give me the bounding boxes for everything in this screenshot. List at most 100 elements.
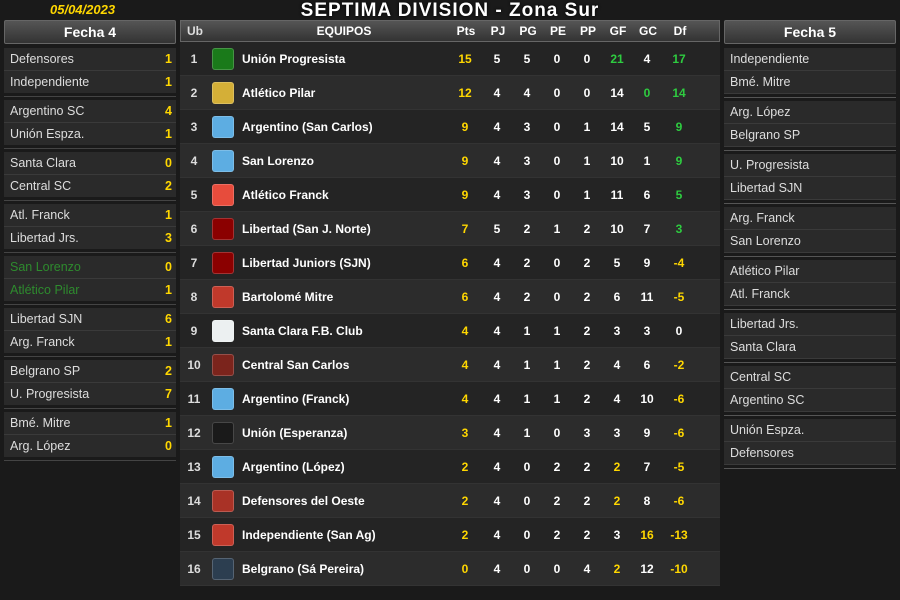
match-score: 1	[165, 283, 172, 297]
cell-pts: 6	[448, 256, 482, 270]
cell-gc: 7	[632, 222, 662, 236]
cell-pts: 2	[448, 494, 482, 508]
division-title: SEPTIMA DIVISION - Zona Sur	[301, 0, 600, 22]
crest-cell	[208, 82, 238, 104]
cell-pe: 0	[542, 154, 572, 168]
team-crest-icon	[212, 184, 234, 206]
cell-ub: 3	[180, 120, 208, 134]
cell-gc: 5	[632, 120, 662, 134]
col-ub: Ub	[181, 21, 209, 41]
match: Bmé. Mitre1Arg. López0	[4, 412, 176, 461]
crest-cell	[208, 490, 238, 512]
cell-team: Defensores del Oeste	[238, 494, 448, 508]
cell-pts: 9	[448, 188, 482, 202]
cell-pp: 2	[572, 222, 602, 236]
match-team: Unión Espza.	[10, 127, 84, 141]
cell-ub: 5	[180, 188, 208, 202]
cell-pts: 4	[448, 358, 482, 372]
cell-pp: 2	[572, 324, 602, 338]
fixture-team: Belgrano SP	[724, 124, 896, 147]
match-team: Atlético Pilar	[10, 283, 79, 297]
cell-pp: 2	[572, 494, 602, 508]
fixture-team: U. Progresista	[724, 154, 896, 177]
cell-pts: 9	[448, 154, 482, 168]
standings-header-row: Ub EQUIPOS Pts PJ PG PE PP GF GC Df	[180, 20, 720, 42]
cell-pg: 3	[512, 188, 542, 202]
fixture: Unión Espza.Defensores	[724, 419, 896, 469]
cell-pg: 4	[512, 86, 542, 100]
col-pg: PG	[513, 21, 543, 41]
cell-pp: 2	[572, 358, 602, 372]
cell-team: Independiente (San Ag)	[238, 528, 448, 542]
fixture-team: Atlético Pilar	[724, 260, 896, 283]
standings-row: 11Argentino (Franck)44112410-6	[180, 382, 720, 416]
cell-df: -2	[662, 358, 696, 372]
cell-pp: 3	[572, 426, 602, 440]
team-crest-icon	[212, 388, 234, 410]
cell-team: Santa Clara F.B. Club	[238, 324, 448, 338]
match-score: 2	[165, 179, 172, 193]
match-team: San Lorenzo	[10, 260, 81, 274]
cell-gc: 7	[632, 460, 662, 474]
cell-gc: 9	[632, 256, 662, 270]
cell-gf: 4	[602, 358, 632, 372]
team-crest-icon	[212, 354, 234, 376]
col-pp: PP	[573, 21, 603, 41]
cell-team: Unión (Esperanza)	[238, 426, 448, 440]
match-row: Arg. López0	[4, 435, 176, 457]
cell-pg: 1	[512, 392, 542, 406]
cell-pg: 5	[512, 52, 542, 66]
cell-pj: 4	[482, 494, 512, 508]
cell-pts: 2	[448, 528, 482, 542]
fixture-team: Independiente	[724, 48, 896, 71]
cell-gc: 11	[632, 290, 662, 304]
crest-cell	[208, 558, 238, 580]
cell-df: 14	[662, 86, 696, 100]
match-team: Arg. López	[10, 439, 70, 453]
standings-row: 8Bartolomé Mitre64202611-5	[180, 280, 720, 314]
crest-cell	[208, 422, 238, 444]
cell-gc: 6	[632, 358, 662, 372]
cell-pj: 4	[482, 324, 512, 338]
cell-pp: 2	[572, 528, 602, 542]
cell-team: Central San Carlos	[238, 358, 448, 372]
match-score: 1	[165, 335, 172, 349]
cell-ub: 13	[180, 460, 208, 474]
fixtures-column: Fecha 5 IndependienteBmé. MitreArg. Lópe…	[724, 20, 896, 472]
crest-cell	[208, 48, 238, 70]
cell-pj: 4	[482, 86, 512, 100]
crest-cell	[208, 116, 238, 138]
cell-df: -4	[662, 256, 696, 270]
cell-team: Unión Progresista	[238, 52, 448, 66]
fixture: U. ProgresistaLibertad SJN	[724, 154, 896, 204]
cell-df: -5	[662, 290, 696, 304]
match-score: 2	[165, 364, 172, 378]
match-row: Santa Clara0	[4, 152, 176, 175]
match-team: Defensores	[10, 52, 74, 66]
cell-pts: 15	[448, 52, 482, 66]
match-row: Belgrano SP2	[4, 360, 176, 383]
cell-pp: 1	[572, 188, 602, 202]
cell-df: -5	[662, 460, 696, 474]
standings-row: 10Central San Carlos4411246-2	[180, 348, 720, 382]
cell-df: -10	[662, 562, 696, 576]
standings-row: 12Unión (Esperanza)3410339-6	[180, 416, 720, 450]
standings-row: 4San Lorenzo943011019	[180, 144, 720, 178]
cell-pe: 2	[542, 528, 572, 542]
cell-df: 17	[662, 52, 696, 66]
standings-row: 16Belgrano (Sá Pereira)04004212-10	[180, 552, 720, 586]
standings-row: 13Argentino (López)2402227-5	[180, 450, 720, 484]
fixture-team: Santa Clara	[724, 336, 896, 359]
cell-pg: 0	[512, 562, 542, 576]
match-score: 3	[165, 231, 172, 245]
standings-table: Ub EQUIPOS Pts PJ PG PE PP GF GC Df 1 Uni…	[180, 20, 720, 586]
match-row: Argentino SC4	[4, 100, 176, 123]
match-row: Arg. Franck1	[4, 331, 176, 353]
cell-gf: 3	[602, 426, 632, 440]
cell-pe: 2	[542, 494, 572, 508]
fixture-team: Libertad Jrs.	[724, 313, 896, 336]
cell-ub: 12	[180, 426, 208, 440]
league-table-view: 05/04/2023 SEPTIMA DIVISION - Zona Sur F…	[0, 0, 900, 600]
match-score: 0	[165, 156, 172, 170]
fixture: Libertad Jrs.Santa Clara	[724, 313, 896, 363]
